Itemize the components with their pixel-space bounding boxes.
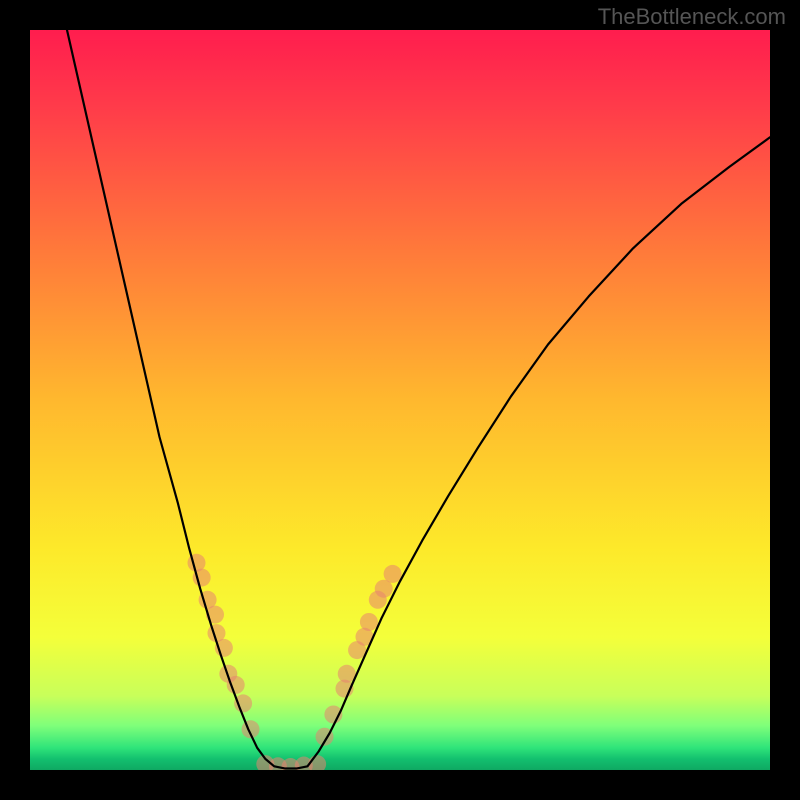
watermark-text: TheBottleneck.com	[598, 4, 786, 30]
scatter-point	[360, 613, 378, 631]
v-curve	[67, 30, 770, 769]
scatter-markers	[188, 554, 402, 770]
bottleneck-chart	[30, 30, 770, 770]
scatter-point	[384, 565, 402, 583]
curve-overlay	[30, 30, 770, 770]
